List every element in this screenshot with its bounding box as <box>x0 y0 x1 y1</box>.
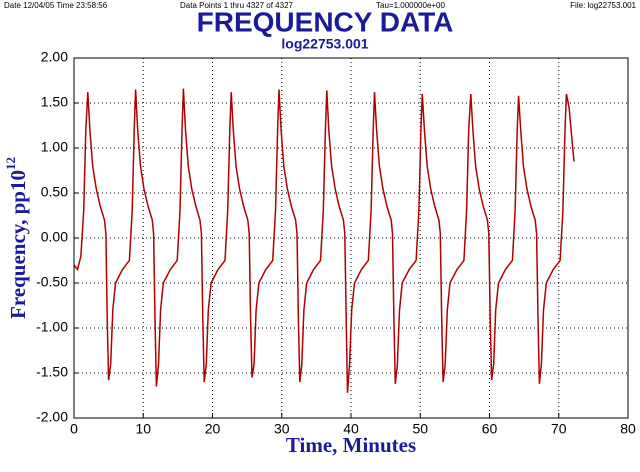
y-tick-label: -1.50 <box>36 364 68 380</box>
x-tick-label: 10 <box>135 421 151 437</box>
x-tick-label: 20 <box>205 421 221 437</box>
x-tick-label: 0 <box>70 421 78 437</box>
x-tick-label: 70 <box>551 421 567 437</box>
x-tick-label: 60 <box>482 421 498 437</box>
data-line <box>73 88 575 393</box>
x-axis-label: Time, Minutes <box>286 433 416 457</box>
y-axis-label: Frequency, pp1012 <box>3 157 30 319</box>
header-date: Date 12/04/05 Time 23:58:56 <box>4 1 108 10</box>
y-axis-label-text: Frequency, pp10 <box>6 170 30 319</box>
x-tick-label: 30 <box>274 421 290 437</box>
x-tick-label: 80 <box>620 421 636 437</box>
x-tick-label: 40 <box>343 421 359 437</box>
y-tick-label: -0.50 <box>36 274 68 290</box>
y-tick-label: 0.00 <box>41 229 68 245</box>
y-tick-label: 1.00 <box>41 139 68 155</box>
chart-title: FREQUENCY DATA <box>197 6 454 37</box>
y-tick-label: 1.50 <box>41 94 68 110</box>
x-tick-label: 50 <box>412 421 428 437</box>
y-tick-label: 0.50 <box>41 184 68 200</box>
header-points: Data Points 1 thru 4327 of 4327 <box>180 1 294 10</box>
y-axis-label-superscript: 12 <box>3 157 18 170</box>
header-tau: Tau=1.000000e+00 <box>376 1 446 10</box>
y-tick-label: 2.00 <box>41 49 68 65</box>
plot-frame <box>73 57 629 419</box>
header-file: File: log22753.001 <box>570 1 636 10</box>
y-tick-label: -1.00 <box>36 319 68 335</box>
y-tick-label: -2.00 <box>36 409 68 425</box>
chart-subtitle: log22753.001 <box>281 36 368 52</box>
